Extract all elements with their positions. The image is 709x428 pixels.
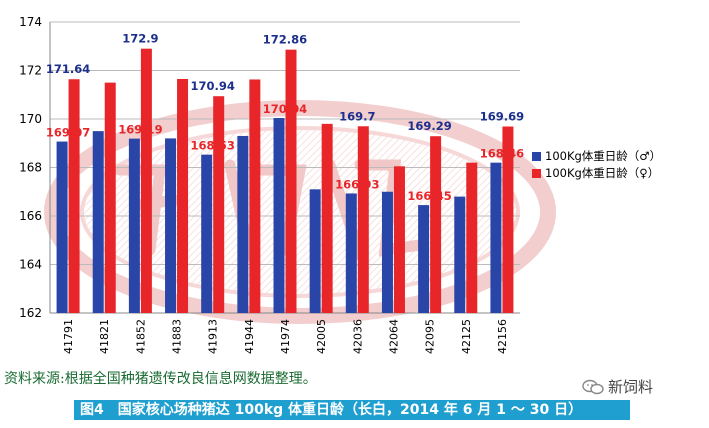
bar-male — [273, 118, 285, 313]
x-tick-label: 41883 — [171, 319, 184, 354]
bar-male — [56, 141, 68, 313]
bar-female — [393, 166, 405, 313]
y-tick-label: 172 — [19, 64, 42, 78]
bar-female — [502, 126, 514, 313]
y-tick-label: 168 — [19, 161, 42, 175]
x-tick-label: 42095 — [424, 319, 437, 354]
legend-label: 100Kg体重日龄（♀） — [545, 166, 659, 180]
legend-swatch — [532, 169, 541, 178]
y-tick-label: 166 — [19, 209, 42, 223]
bar-female — [249, 79, 261, 313]
bar-male — [165, 138, 177, 313]
data-label-male: 166.45 — [407, 189, 451, 203]
figure-caption: 图4 国家核心场种猪达 100kg 体重日龄（长白，2014 年 6 月 1 ～… — [74, 400, 630, 420]
bar-male — [418, 205, 430, 313]
plot-area: 162 164 166 168 170 172 174 41791 41821 41852 4188… — [19, 15, 661, 354]
x-tick-label: 42064 — [387, 319, 400, 354]
y-tick-label: 164 — [19, 258, 42, 272]
brand-name: 新饲料 — [608, 378, 654, 396]
bar-male — [309, 189, 321, 313]
bar-female — [213, 96, 225, 313]
bar-chart: 162 164 166 168 170 172 174 41791 41821 41852 4188… — [19, 15, 661, 354]
x-tick-label: 42156 — [496, 319, 509, 354]
x-tick-label: 41791 — [62, 319, 75, 354]
data-label-female: 172.9 — [122, 32, 158, 46]
bar-female — [321, 123, 333, 313]
data-label-male: 168.46 — [480, 147, 524, 161]
bar-female — [177, 78, 189, 313]
bar-female — [104, 82, 116, 313]
data-label-female: 171.64 — [46, 62, 90, 76]
data-label-male: 169.19 — [118, 123, 162, 137]
bar-female — [68, 79, 80, 313]
bar-male — [381, 191, 393, 313]
y-tick-label: 162 — [19, 306, 42, 320]
x-tick-label: 41944 — [243, 319, 256, 354]
data-label-female: 169.7 — [339, 109, 375, 123]
bar-male — [128, 138, 140, 313]
data-label-female: 170.94 — [190, 79, 234, 93]
bar-male — [345, 193, 357, 313]
y-tick-label: 174 — [19, 15, 42, 29]
data-label-female: 169.29 — [407, 119, 451, 133]
legend-label: 100Kg体重日龄（♂） — [545, 149, 661, 163]
x-tick-label: 42005 — [315, 319, 328, 354]
bar-male — [237, 135, 249, 313]
bar-female — [357, 126, 369, 314]
y-tick-label: 170 — [19, 112, 42, 126]
chart-svg: 162 164 166 168 170 172 174 41791 41821 41852 4188… — [19, 15, 661, 354]
x-tick-label: 42036 — [351, 319, 364, 354]
bar-male — [201, 154, 213, 313]
data-label-male: 168.53 — [190, 139, 234, 153]
bar-female — [430, 136, 442, 313]
x-tick-label: 41913 — [207, 319, 220, 354]
brand-mark: 新饲料 — [582, 376, 653, 397]
x-tick-label: 42125 — [460, 319, 473, 354]
data-label-male: 170.04 — [263, 102, 307, 116]
x-tick-label: 41821 — [98, 319, 111, 354]
x-tick-label: 41852 — [134, 319, 147, 354]
data-label-female: 169.69 — [480, 110, 524, 124]
source-note: 资料来源:根据全国种猪遗传改良信息网数据整理。 — [4, 371, 317, 387]
data-label-male: 166.93 — [335, 177, 379, 191]
bar-male — [454, 196, 466, 313]
wechat-icon — [582, 379, 604, 395]
x-tick-label: 41974 — [279, 319, 292, 354]
data-label-female: 172.86 — [263, 33, 307, 47]
data-label-male: 169.07 — [46, 126, 90, 140]
bar-female — [140, 48, 152, 314]
bar-male — [92, 131, 104, 313]
bar-female — [285, 49, 297, 314]
legend-swatch — [532, 152, 541, 161]
bar-male — [490, 162, 502, 313]
bar-female — [466, 162, 478, 313]
